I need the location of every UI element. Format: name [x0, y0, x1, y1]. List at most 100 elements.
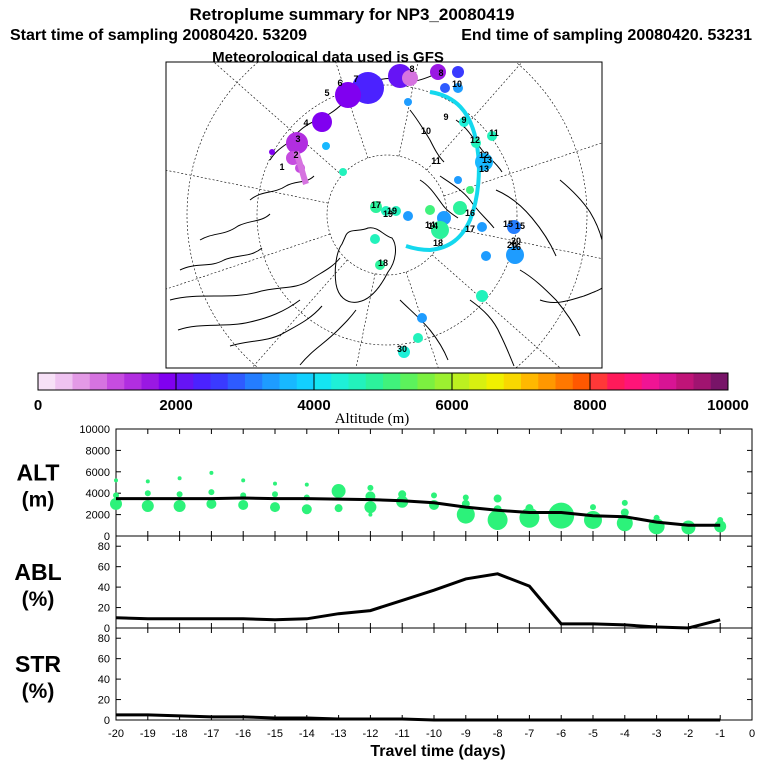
x-tick-label: -5 [588, 728, 598, 740]
cluster-label: 14 [428, 221, 438, 231]
altitude-cluster-point [304, 482, 309, 487]
cluster-label: 15 [515, 221, 525, 231]
trajectory-cluster-dot [425, 205, 435, 215]
x-axis-label: Travel time (days) [370, 743, 505, 760]
longitude-line [443, 142, 602, 197]
trajectory-day-label: 5 [324, 88, 329, 98]
trajectory-day-label: 8 [409, 64, 414, 74]
x-tick-label: 0 [749, 728, 755, 740]
x-tick-label: -7 [525, 728, 535, 740]
y-tick-label: 20 [98, 695, 110, 707]
trajectory-cluster-dot [322, 142, 330, 150]
cluster-label: 10 [452, 79, 462, 89]
trajectory-cluster-dot [370, 201, 382, 213]
trajectory-day-label: 6 [337, 78, 342, 88]
y-tick-label: 8000 [86, 445, 110, 457]
y-tick-label: 0 [104, 531, 110, 543]
longitude-line [445, 226, 602, 259]
plume-segment [293, 150, 309, 185]
x-tick-label: -13 [331, 728, 347, 740]
colorbar-swatch [89, 373, 108, 390]
trajectory-day-label: 14 [425, 220, 435, 230]
altitude-cluster-point [616, 515, 633, 532]
colorbar-swatch [55, 373, 73, 390]
y-tick-label: 4000 [86, 488, 110, 500]
colorbar-swatch [210, 373, 229, 390]
cluster-label: 11 [489, 128, 499, 138]
panel-ylabel: STR [15, 651, 61, 677]
figure-title: Retroplume summary for NP3_20080419 [189, 5, 514, 24]
abl-panel: 0 20 40 60 80 ABL (%) [14, 535, 753, 635]
colorbar-swatch [659, 373, 677, 390]
altitude-cluster-point [209, 470, 214, 475]
trajectory-day-label: 12 [479, 150, 489, 160]
altitude-cluster-point [208, 489, 215, 496]
trajectory-cluster-dot [459, 117, 469, 127]
trajectory-clusters [269, 64, 524, 358]
altitude-cluster-point [177, 476, 182, 481]
x-tick-label: -17 [203, 728, 219, 740]
trajectory-cluster-dot [391, 206, 401, 216]
colorbar-swatch [538, 373, 556, 390]
colorbar-swatch [158, 373, 177, 390]
cluster-label: 12 [470, 135, 480, 145]
start-time-label: Start time of sampling 20080420. 53209 [10, 27, 307, 44]
series-line [116, 496, 721, 527]
trajectory-cluster-dot [269, 149, 275, 155]
colorbar-swatch [641, 373, 660, 390]
colorbar-swatch [383, 373, 401, 390]
altitude-cluster-point [113, 492, 119, 499]
trajectory-cluster-dot [339, 168, 347, 176]
panel-ylabel: ALT [16, 460, 59, 486]
altitude-cluster-point [173, 500, 186, 513]
x-tick-label: -20 [108, 728, 124, 740]
end-time-label: End time of sampling 20080420. 53231 [461, 27, 752, 44]
x-tick-label: -10 [426, 728, 442, 740]
x-tick-label: -6 [556, 728, 566, 740]
y-tick-label: 40 [98, 674, 110, 686]
trajectory-cluster-dot [454, 176, 462, 184]
panel-ylabel: ABL [14, 559, 61, 585]
trajectory-cluster-dot [398, 346, 410, 358]
series-line [116, 713, 721, 722]
trajectory-cluster-dot [286, 132, 308, 154]
altitude-cluster-point [241, 478, 246, 483]
x-tick-label: -15 [267, 728, 283, 740]
x-tick-label: -12 [362, 728, 378, 740]
trajectory-day-label: 7 [353, 74, 358, 84]
altitude-cluster-point [525, 504, 534, 513]
trajectory-day-label: 3 [295, 134, 300, 144]
colorbar-swatch [348, 373, 367, 390]
y-tick-label: 60 [98, 654, 110, 666]
altitude-cluster-point [334, 504, 343, 513]
longitude-line [166, 233, 331, 290]
x-tick-label: -2 [684, 728, 694, 740]
trajectory-cluster-dot [453, 83, 463, 93]
colorbar: 0 2000 4000 6000 8000 10000 Altitude (m) [34, 372, 749, 427]
trajectory-cluster-dot [335, 82, 361, 108]
colorbar-swatch [365, 373, 384, 390]
altitude-cluster-point [364, 501, 377, 514]
colorbar-swatch [452, 373, 470, 390]
y-tick-label: 40 [98, 582, 110, 594]
panel-frame [115, 627, 753, 721]
trajectory-day-label: 11 [431, 156, 441, 166]
series-line [115, 572, 721, 630]
cluster-label: 16 [511, 242, 521, 252]
colorbar-swatch [469, 373, 487, 390]
latitude-circle [186, 62, 588, 368]
altitude-cluster-point [367, 484, 374, 491]
x-tick-label: -8 [493, 728, 503, 740]
x-tick-label: -1 [715, 728, 725, 740]
trajectory-cluster-dot [507, 220, 521, 234]
coastlines [169, 73, 602, 367]
trajectory-cluster-dot [487, 131, 497, 141]
altitude-cluster-point [331, 484, 346, 499]
colorbar-swatch [176, 373, 194, 390]
y-tick-label: 0 [104, 715, 110, 727]
alt-panel: 0 2000 4000 6000 8000 10000 ALT (m) [16, 424, 753, 543]
trajectory-day-label: 17 [465, 224, 475, 234]
altitude-cluster-point [487, 509, 508, 530]
trajectory-cluster-dot [430, 64, 446, 80]
trajectory-cluster-dot [431, 221, 449, 239]
